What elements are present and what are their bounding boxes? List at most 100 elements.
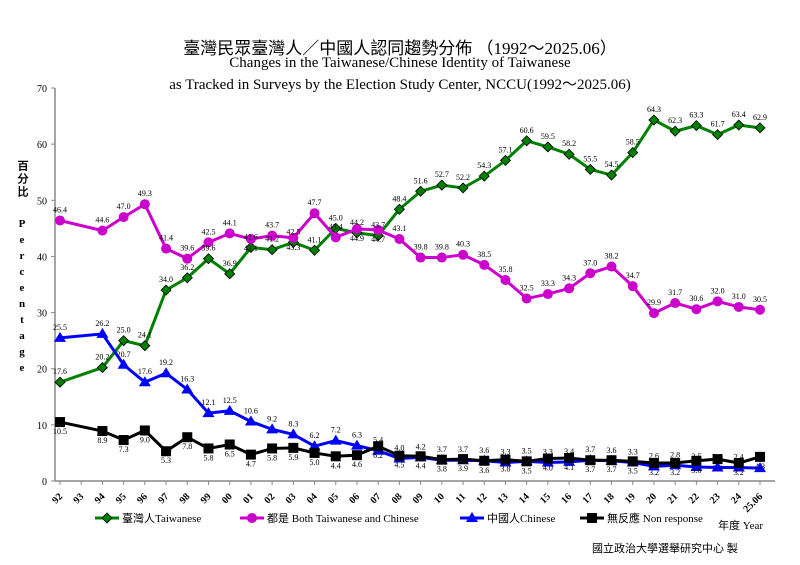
data-label: 33.3 xyxy=(541,279,555,288)
data-point xyxy=(415,451,426,462)
data-point xyxy=(500,275,511,286)
y-tick-label: 70 xyxy=(37,84,47,95)
data-label: 49.3 xyxy=(138,189,152,198)
data-point xyxy=(139,425,150,436)
data-point xyxy=(139,199,150,210)
x-tick-label: 25.06 xyxy=(741,491,765,515)
data-label: 3.2 xyxy=(649,468,659,477)
y-tick-label: 50 xyxy=(37,196,47,207)
data-label: 2.3 xyxy=(755,453,765,462)
data-label: 4.4 xyxy=(331,461,341,470)
data-point xyxy=(309,447,320,458)
data-point xyxy=(478,170,490,182)
data-point xyxy=(329,434,342,445)
data-label: 52.7 xyxy=(435,170,449,179)
y-tick-label: 20 xyxy=(37,365,47,376)
data-point xyxy=(479,259,490,270)
data-point xyxy=(712,129,724,141)
data-label: 3.2 xyxy=(670,468,680,477)
data-point xyxy=(182,253,193,264)
data-label: 64.3 xyxy=(647,105,661,114)
data-label: 3.8 xyxy=(437,465,447,474)
data-label: 20.2 xyxy=(95,353,109,362)
data-label: 43.7 xyxy=(371,221,385,230)
data-label: 2.4 xyxy=(734,453,744,462)
data-point xyxy=(202,407,215,418)
data-point xyxy=(309,208,320,219)
data-label: 26.2 xyxy=(95,319,109,328)
data-point xyxy=(161,243,172,254)
data-point xyxy=(563,148,575,160)
data-point xyxy=(308,440,321,451)
data-point xyxy=(755,451,765,462)
data-label: 6.2 xyxy=(373,451,383,460)
data-point xyxy=(648,458,659,469)
x-tick-label: 20 xyxy=(644,491,659,506)
data-label: 43.4 xyxy=(329,222,343,231)
data-label: 10.5 xyxy=(53,427,67,436)
data-point xyxy=(691,455,702,466)
data-point xyxy=(288,232,299,243)
data-point xyxy=(224,439,235,450)
data-label: 41.6 xyxy=(244,232,258,241)
data-label: 54.3 xyxy=(477,161,491,170)
data-point xyxy=(458,454,469,465)
data-point xyxy=(224,228,235,239)
data-point xyxy=(203,237,214,248)
data-point xyxy=(160,367,173,378)
data-label: 6.5 xyxy=(225,450,235,459)
data-label: 5.8 xyxy=(267,453,277,462)
data-point xyxy=(139,340,151,352)
x-tick-label: 12 xyxy=(475,491,490,506)
data-label: 59.5 xyxy=(541,132,555,141)
data-label: 12.5 xyxy=(223,396,237,405)
data-label: 39.6 xyxy=(180,244,194,253)
data-point xyxy=(479,455,490,466)
data-label: 32.0 xyxy=(711,286,725,295)
data-point xyxy=(287,428,300,439)
data-label: 4.1 xyxy=(564,463,574,472)
x-tick-label: 05 xyxy=(326,491,341,506)
data-point xyxy=(712,454,723,465)
data-label: 9.2 xyxy=(267,414,277,423)
data-label: 43.7 xyxy=(265,221,279,230)
data-label: 48.4 xyxy=(392,194,406,203)
data-point xyxy=(330,451,341,462)
y-tick-label: 30 xyxy=(37,309,47,320)
y-tick-label: 40 xyxy=(37,252,47,263)
data-label: 4.0 xyxy=(543,464,553,473)
data-label: 25.0 xyxy=(117,326,131,335)
data-point xyxy=(415,185,427,197)
data-label: 44.1 xyxy=(223,218,237,227)
data-label: 38.5 xyxy=(477,250,491,259)
chart-subtitle-2: as Tracked in Surveys by the Election St… xyxy=(169,77,631,93)
data-point xyxy=(691,304,702,315)
x-tick-label: 13 xyxy=(496,491,511,506)
x-tick-label: 96 xyxy=(135,491,150,506)
data-point xyxy=(350,439,363,450)
x-tick-label: 14 xyxy=(517,491,532,506)
data-point xyxy=(203,443,214,454)
data-label: 60.6 xyxy=(520,126,534,135)
data-label: 2.5 xyxy=(691,452,701,461)
x-tick-label: 07 xyxy=(368,491,383,506)
legend-label: 臺灣人Taiwanese xyxy=(122,511,201,525)
data-point xyxy=(308,244,321,256)
data-label: 62.9 xyxy=(753,113,767,122)
data-label: 7.2 xyxy=(331,426,341,435)
x-tick-label: 15 xyxy=(538,491,553,506)
x-tick-label: 17 xyxy=(581,491,596,506)
data-label: 52.2 xyxy=(456,173,470,182)
data-label: 40.3 xyxy=(456,240,470,249)
data-label: 4.6 xyxy=(352,460,362,469)
data-point xyxy=(394,234,405,245)
data-point xyxy=(96,327,109,338)
data-point xyxy=(223,404,236,415)
data-point xyxy=(138,376,151,387)
x-tick-label: 01 xyxy=(241,491,256,506)
x-tick-label: 93 xyxy=(71,491,86,506)
data-label: 3.7 xyxy=(437,445,447,454)
data-point xyxy=(542,453,553,464)
data-label: 3.7 xyxy=(458,445,468,454)
